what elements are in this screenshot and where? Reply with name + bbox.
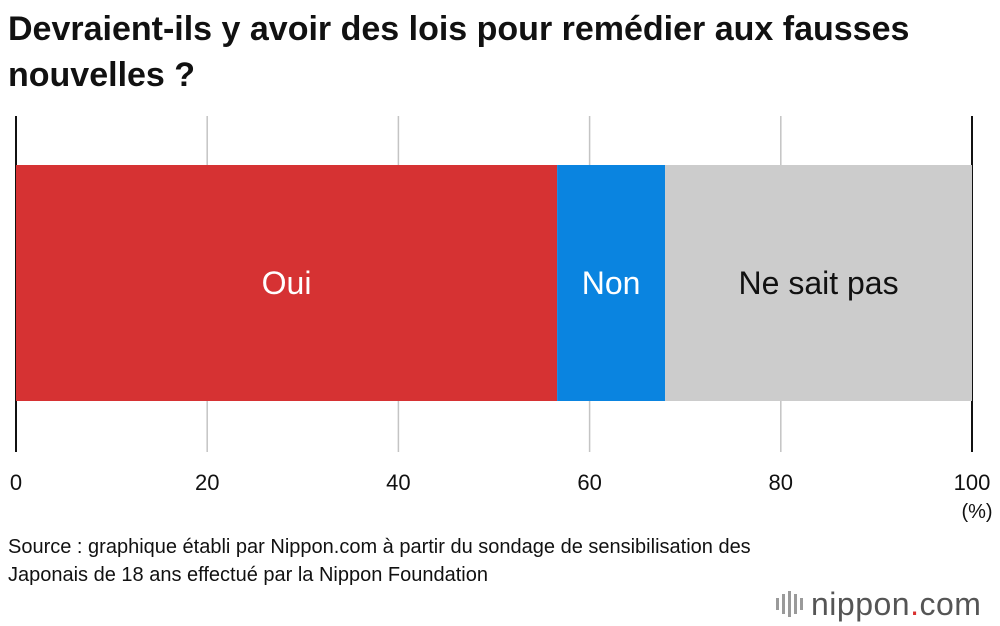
logo-name: nippon (811, 585, 911, 622)
nippon-logo: nippon.com (776, 584, 981, 624)
bar-segment-label: Oui (262, 265, 312, 301)
bar-segment-label: Ne sait pas (739, 265, 899, 301)
logo-bars-icon (776, 591, 803, 617)
bar-segment (557, 165, 666, 401)
x-tick-label: 60 (577, 470, 601, 495)
bar-segment (16, 165, 558, 401)
stacked-bar-chart: Oui Non Ne sait pas 0 20 40 60 80 100 (%) (10, 116, 993, 523)
x-tick-label: 0 (10, 470, 22, 495)
x-tick-label: 40 (386, 470, 410, 495)
source-note: Source : graphique établi par Nippon.com… (8, 536, 751, 586)
bar-segment (665, 165, 972, 401)
logo-tld: com (919, 585, 982, 622)
x-axis-unit: (%) (961, 501, 992, 523)
x-tick-label: 20 (195, 470, 219, 495)
chart-title: Devraient-ils y avoir des lois pour remé… (8, 10, 910, 94)
bar-segment-label: Non (582, 265, 641, 301)
x-tick-label: 80 (769, 470, 793, 495)
logo-dot: . (910, 585, 920, 622)
x-tick-label: 100 (954, 470, 991, 495)
